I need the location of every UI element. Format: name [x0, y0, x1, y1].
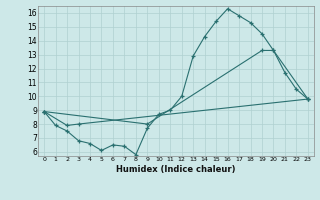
X-axis label: Humidex (Indice chaleur): Humidex (Indice chaleur) — [116, 165, 236, 174]
